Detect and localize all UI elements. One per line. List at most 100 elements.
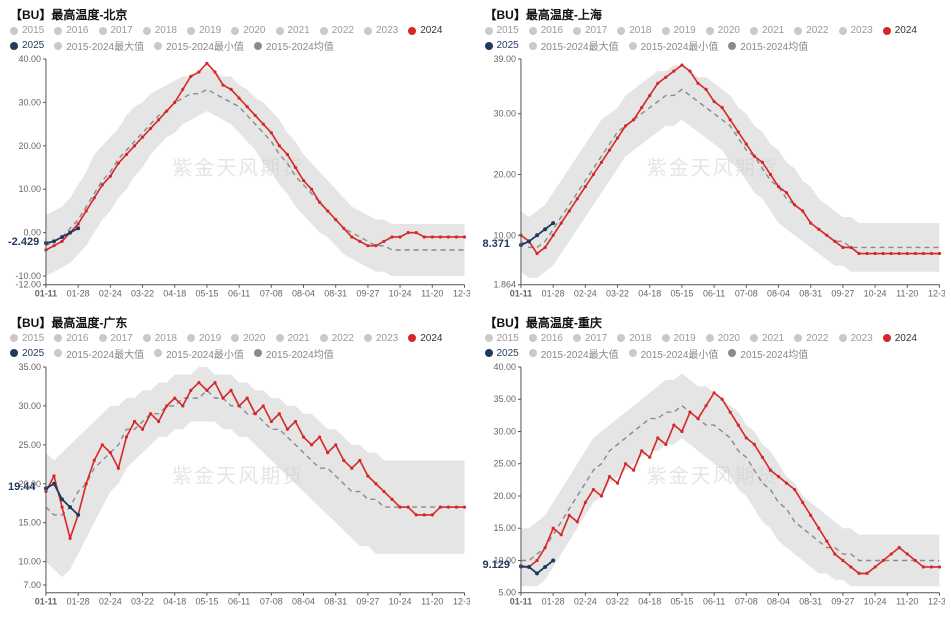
- point-2024: [423, 235, 426, 238]
- x-tick-label: 08-04: [292, 289, 315, 299]
- point-2024: [141, 427, 144, 430]
- legend-swatch: [231, 334, 239, 342]
- legend-label: 2019: [674, 333, 696, 344]
- point-2024: [809, 513, 812, 516]
- point-2024: [254, 412, 257, 415]
- x-ticks: 01-1101-2802-2403-2204-1805-1506-1107-08…: [35, 592, 471, 606]
- point-2024: [607, 149, 610, 152]
- y-ticks: 7.0010.0015.0020.0025.0030.0035.00: [19, 363, 46, 590]
- point-2024: [929, 565, 932, 568]
- point-2024: [728, 118, 731, 121]
- point-2024: [793, 487, 796, 490]
- point-2024: [334, 218, 337, 221]
- point-2024: [302, 179, 305, 182]
- point-2024: [117, 466, 120, 469]
- point-2024: [744, 143, 747, 146]
- y-tick-label: 30.00: [19, 400, 41, 410]
- y-tick-label: 7.00: [23, 579, 40, 589]
- legend-item-year: 2015: [10, 333, 44, 344]
- legend-swatch: [10, 27, 18, 35]
- legend-label: 2015: [22, 25, 44, 36]
- point-2024: [398, 505, 401, 508]
- point-2024: [246, 105, 249, 108]
- chart-svg: -12.00-10.000.0010.0020.0030.0040.0001-1…: [6, 55, 470, 303]
- chart-panel: 【BU】最高温度-北京20152016201720182019202020212…: [6, 4, 471, 308]
- legend-swatch: [99, 334, 107, 342]
- last-value-label: -2.429: [8, 236, 39, 248]
- legend-row2: 20252015-2024最大值2015-2024最小值2015-2024均值: [10, 346, 471, 361]
- chart-svg: 5.0010.0015.0020.0025.0030.0035.0040.000…: [481, 363, 945, 611]
- point-2024: [559, 222, 562, 225]
- x-tick-label: 08-04: [292, 596, 315, 606]
- legend-item-year: 2021: [750, 333, 784, 344]
- legend-label: 2016: [541, 333, 563, 344]
- point-2024: [350, 235, 353, 238]
- legend-swatch: [231, 27, 239, 35]
- point-2024: [310, 443, 313, 446]
- x-tick-label: 01-28: [67, 596, 90, 606]
- point-2024: [575, 520, 578, 523]
- point-2024: [905, 552, 908, 555]
- legend-item-2024: 2024: [408, 333, 442, 344]
- plot-area: 紫金天风期货-12.00-10.000.0010.0020.0030.0040.…: [6, 55, 471, 303]
- legend-label: 2015: [497, 25, 519, 36]
- point-2024: [52, 474, 55, 477]
- legend-swatch: [276, 334, 284, 342]
- point-2024: [776, 475, 779, 478]
- point-2024: [720, 397, 723, 400]
- point-2024: [776, 185, 779, 188]
- legend-label: 2015-2024均值: [266, 38, 334, 53]
- legend-item-year: 2022: [320, 333, 354, 344]
- point-2024: [109, 451, 112, 454]
- point-2024: [672, 70, 675, 73]
- legend-item-year: 2018: [143, 333, 177, 344]
- legend-item-year: 2018: [143, 25, 177, 36]
- x-tick-label: 02-24: [573, 289, 596, 299]
- x-tick-label: 01-28: [67, 289, 90, 299]
- point-2024: [664, 442, 667, 445]
- point-2024: [93, 196, 96, 199]
- point-2024: [929, 252, 932, 255]
- point-2024: [760, 455, 763, 458]
- legend-item-year: 2019: [187, 25, 221, 36]
- legend-swatch: [364, 334, 372, 342]
- point-2024: [615, 136, 618, 139]
- point-2024: [382, 489, 385, 492]
- x-tick-label: 12-31: [453, 289, 470, 299]
- x-tick-label: 12-31: [927, 596, 944, 606]
- legend-item-year: 2020: [706, 333, 740, 344]
- band: [46, 68, 465, 276]
- legend-swatch: [529, 334, 537, 342]
- point-2024: [358, 240, 361, 243]
- legend-swatch: [529, 349, 537, 357]
- point-2024: [599, 494, 602, 497]
- point-2024: [535, 558, 538, 561]
- plot-area: 紫金天风期货5.0010.0015.0020.0025.0030.0035.00…: [481, 363, 946, 611]
- point-2024: [881, 252, 884, 255]
- point-2024: [801, 209, 804, 212]
- legend-swatch: [54, 42, 62, 50]
- point-2024: [865, 252, 868, 255]
- legend-swatch: [10, 42, 18, 50]
- point-2024: [849, 565, 852, 568]
- x-tick-label: 08-31: [799, 289, 822, 299]
- x-tick-label: 10-24: [389, 289, 412, 299]
- legend-swatch: [629, 349, 637, 357]
- point-2024: [905, 252, 908, 255]
- x-tick-label: 06-11: [702, 289, 724, 299]
- legend-label: 2023: [851, 25, 873, 36]
- point-2024: [149, 127, 152, 130]
- point-2024: [286, 427, 289, 430]
- legend-swatch: [839, 334, 847, 342]
- point-2024: [640, 449, 643, 452]
- legend-item: 2015-2024最大值: [54, 346, 144, 361]
- point-2024: [431, 513, 434, 516]
- point-2024: [712, 100, 715, 103]
- point-2024: [760, 161, 763, 164]
- point-2024: [197, 380, 200, 383]
- legend-item-year: 2023: [839, 25, 873, 36]
- x-tick-label: 02-24: [99, 289, 122, 299]
- point-2024: [889, 252, 892, 255]
- legend-swatch: [883, 334, 891, 342]
- legend: 2015201620172018201920202021202220232024: [10, 25, 471, 36]
